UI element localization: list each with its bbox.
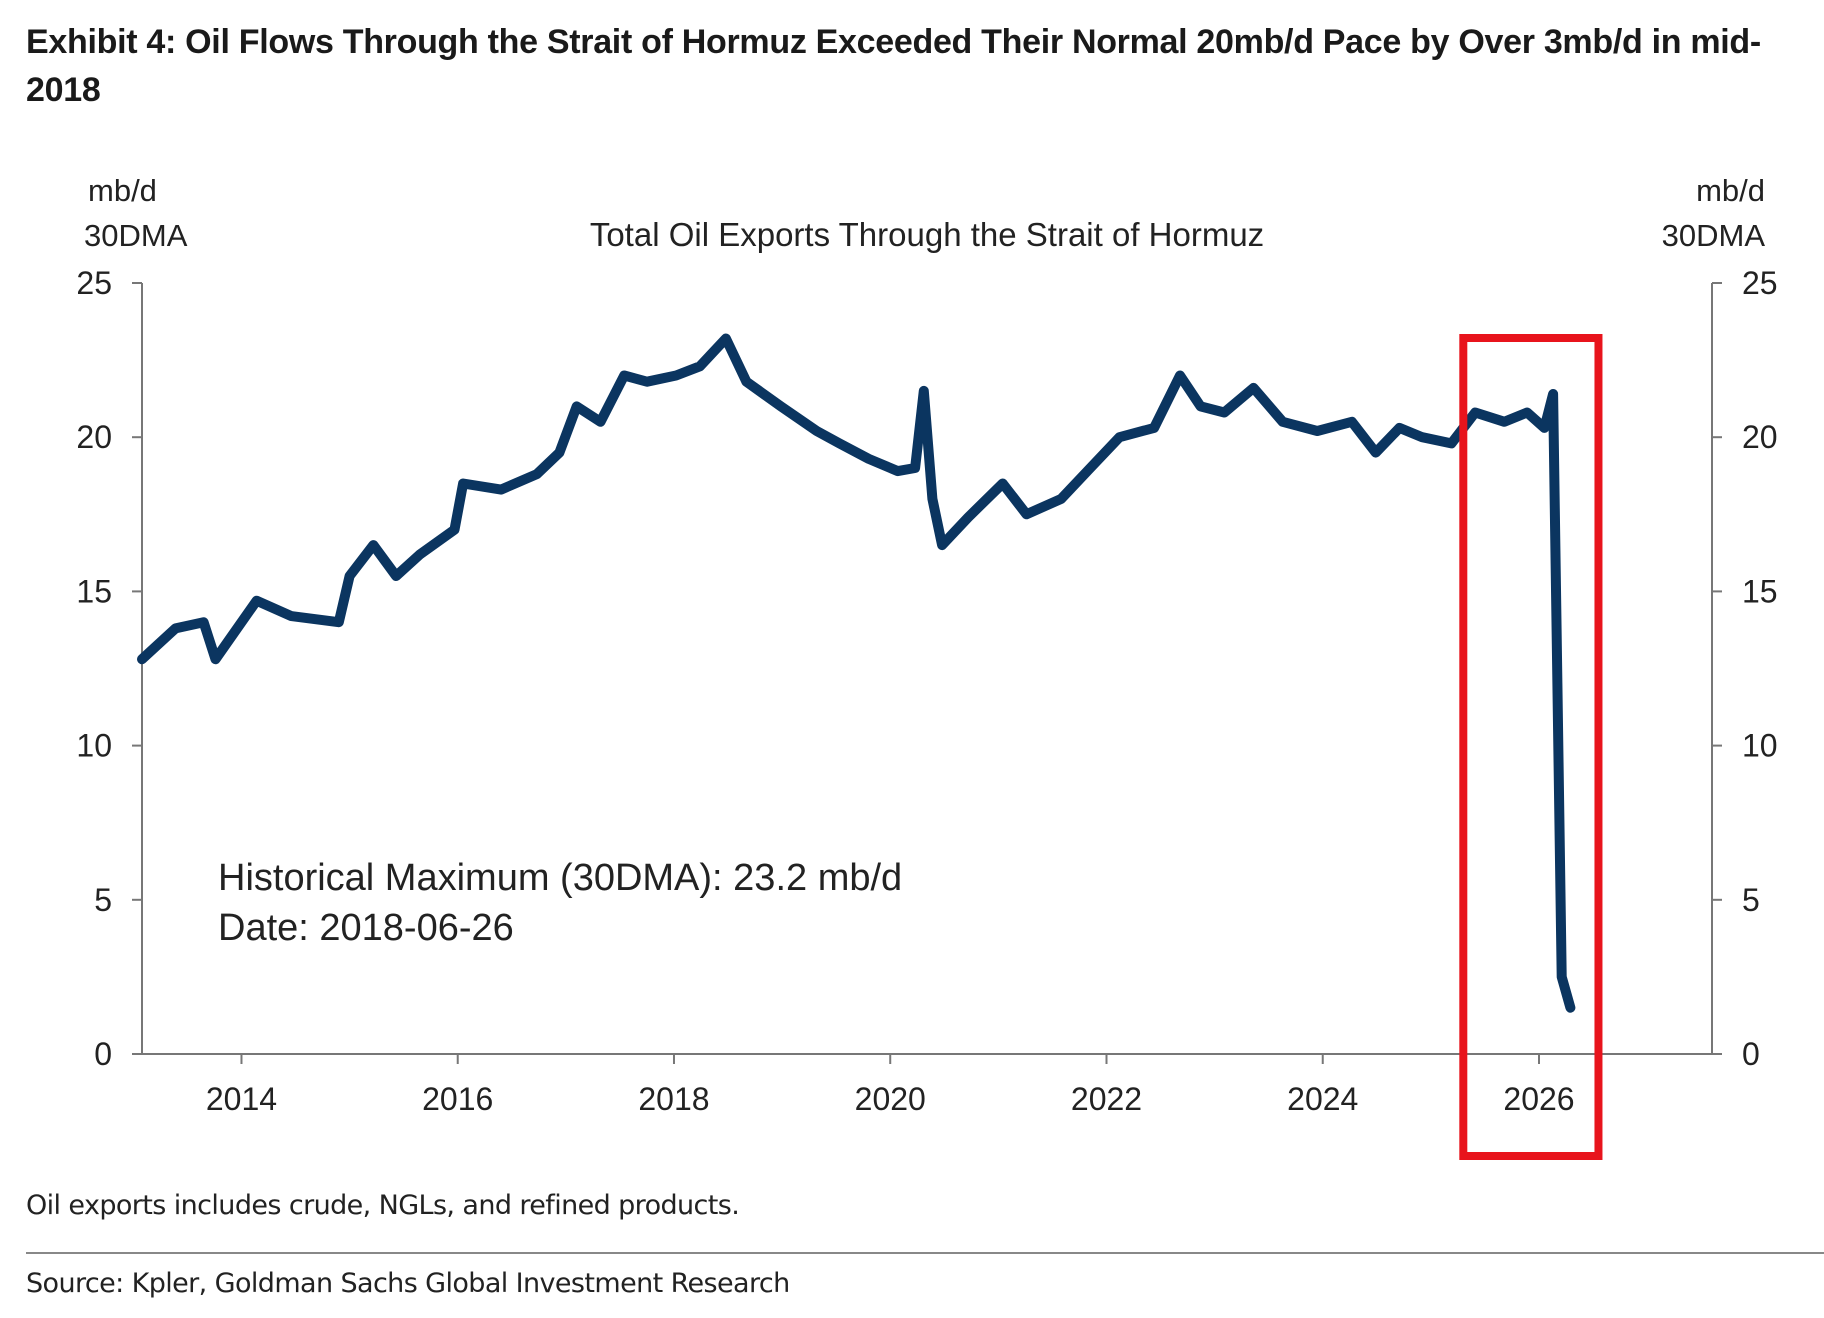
y-tick-label-left: 25 bbox=[76, 265, 112, 301]
y-tick-label-right: 20 bbox=[1742, 419, 1778, 455]
x-tick-label: 2020 bbox=[855, 1081, 926, 1117]
x-tick-label: 2024 bbox=[1287, 1081, 1358, 1117]
x-tick-label: 2022 bbox=[1071, 1081, 1142, 1117]
annotation-max: Historical Maximum (30DMA): 23.2 mb/d bbox=[218, 857, 902, 899]
x-tick-label: 2026 bbox=[1503, 1081, 1574, 1117]
footnote: Oil exports includes crude, NGLs, and re… bbox=[26, 1190, 740, 1221]
x-tick-label: 2018 bbox=[638, 1081, 709, 1117]
y-tick-label-left: 20 bbox=[76, 419, 112, 455]
left-axis-measure: 30DMA bbox=[84, 218, 188, 253]
x-tick-label: 2014 bbox=[206, 1081, 277, 1117]
y-tick-label-left: 0 bbox=[94, 1036, 112, 1072]
right-axis-measure: 30DMA bbox=[1662, 218, 1766, 253]
highlight-box bbox=[1459, 334, 1603, 1160]
divider bbox=[26, 1252, 1824, 1254]
annotation-date: Date: 2018-06-26 bbox=[218, 907, 514, 949]
y-tick-label-right: 25 bbox=[1742, 265, 1778, 301]
y-tick-label-left: 10 bbox=[76, 728, 112, 764]
y-tick-label-right: 5 bbox=[1742, 882, 1760, 918]
chart-title: Total Oil Exports Through the Strait of … bbox=[590, 216, 1264, 253]
y-tick-label-right: 0 bbox=[1742, 1036, 1760, 1072]
series-line-oil-exports bbox=[137, 333, 1576, 1013]
y-tick-label-right: 10 bbox=[1742, 728, 1778, 764]
exhibit-title: Exhibit 4: Oil Flows Through the Strait … bbox=[26, 23, 1761, 109]
x-tick-label: 2016 bbox=[422, 1081, 493, 1117]
source-note: Source: Kpler, Goldman Sachs Global Inve… bbox=[26, 1268, 790, 1299]
y-tick-label-left: 5 bbox=[94, 882, 112, 918]
y-tick-label-right: 15 bbox=[1742, 573, 1778, 609]
left-axis-unit: mb/d bbox=[88, 173, 157, 208]
right-axis-unit: mb/d bbox=[1696, 173, 1765, 208]
y-tick-label-left: 15 bbox=[76, 573, 112, 609]
